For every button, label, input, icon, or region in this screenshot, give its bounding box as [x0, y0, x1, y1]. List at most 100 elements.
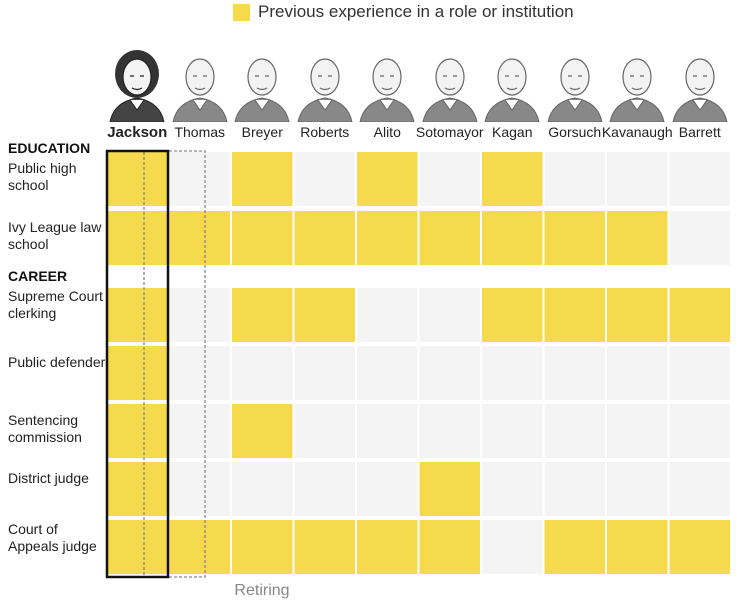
highlight-outline — [105, 149, 170, 579]
cell-ivy-league-law-school-barrett — [669, 211, 730, 265]
cell-sentencing-commission-kagan — [482, 404, 543, 458]
row-label-public-high-school: Public high school — [8, 160, 77, 193]
section-label-career: CAREER — [8, 268, 68, 284]
portrait-sotomayor — [419, 46, 481, 123]
row-label-district-judge: District judge — [8, 470, 89, 486]
cell-supreme-court-clerking-breyer — [232, 288, 293, 342]
cell-public-defender-kagan — [482, 346, 543, 400]
legend-label: Previous experience in a role or institu… — [258, 2, 574, 21]
row-label-sentencing-commission: Sentencing commission — [8, 412, 82, 445]
cell-supreme-court-clerking-thomas — [169, 288, 230, 342]
portrait-kagan — [481, 46, 543, 123]
cell-ivy-league-law-school-alito — [357, 211, 418, 265]
cell-public-defender-barrett — [669, 346, 730, 400]
justice-name-thomas: Thomas — [174, 124, 226, 140]
cell-public-high-school-roberts — [294, 152, 355, 206]
cell-ivy-league-law-school-breyer — [232, 211, 293, 265]
cell-district-judge-roberts — [294, 462, 355, 516]
row-label-supreme-court-clerking: Supreme Court clerking — [8, 288, 103, 321]
cell-court-of-appeals-judge-breyer — [232, 520, 293, 574]
row-label-ivy-league-law-school: Ivy League law school — [8, 219, 102, 252]
cell-ivy-league-law-school-roberts — [294, 211, 355, 265]
cell-district-judge-thomas — [169, 462, 230, 516]
cell-ivy-league-law-school-sotomayor — [419, 211, 480, 265]
cell-district-judge-sotomayor — [419, 462, 480, 516]
justice-name-kavanaugh: Kavanaugh — [601, 124, 673, 140]
cell-district-judge-barrett — [669, 462, 730, 516]
cell-public-defender-alito — [357, 346, 418, 400]
cell-public-defender-breyer — [232, 346, 293, 400]
portrait-barrett — [669, 46, 731, 123]
row-label-public-defender: Public defender — [8, 354, 106, 370]
cell-court-of-appeals-judge-thomas — [169, 520, 230, 574]
portrait-thomas — [169, 46, 231, 123]
cell-sentencing-commission-roberts — [294, 404, 355, 458]
row-label-court-of-appeals-judge: Court of Appeals judge — [8, 521, 97, 554]
legend-swatch — [233, 3, 250, 21]
cell-public-defender-sotomayor — [419, 346, 480, 400]
cell-public-defender-roberts — [294, 346, 355, 400]
cell-public-high-school-alito — [357, 152, 418, 206]
justice-name-alito: Alito — [373, 124, 401, 140]
cell-sentencing-commission-kavanaugh — [607, 404, 668, 458]
cell-supreme-court-clerking-gorsuch — [544, 288, 605, 342]
cell-public-defender-thomas — [169, 346, 230, 400]
cell-district-judge-breyer — [232, 462, 293, 516]
cell-public-high-school-thomas — [169, 152, 230, 206]
cell-supreme-court-clerking-jackson — [107, 288, 168, 342]
portrait-breyer — [231, 46, 293, 123]
cell-public-high-school-barrett — [669, 152, 730, 206]
cell-district-judge-alito — [357, 462, 418, 516]
cell-public-high-school-breyer — [232, 152, 293, 206]
cell-ivy-league-law-school-gorsuch — [544, 211, 605, 265]
cell-sentencing-commission-gorsuch — [544, 404, 605, 458]
justice-name-breyer: Breyer — [241, 124, 283, 140]
cell-court-of-appeals-judge-alito — [357, 520, 418, 574]
cell-sentencing-commission-jackson — [107, 404, 168, 458]
cell-district-judge-jackson — [107, 462, 168, 516]
retiring-label: Retiring — [234, 582, 290, 599]
cell-ivy-league-law-school-kagan — [482, 211, 543, 265]
portrait-jackson — [106, 46, 168, 123]
cell-public-defender-gorsuch — [544, 346, 605, 400]
cell-court-of-appeals-judge-barrett — [669, 520, 730, 574]
legend: Previous experience in a role or institu… — [233, 0, 574, 24]
cell-supreme-court-clerking-kavanaugh — [607, 288, 668, 342]
cell-supreme-court-clerking-alito — [357, 288, 418, 342]
justice-name-barrett: Barrett — [678, 124, 721, 140]
portrait-roberts — [294, 46, 356, 123]
cell-district-judge-kavanaugh — [607, 462, 668, 516]
cell-public-high-school-kavanaugh — [607, 152, 668, 206]
justice-name-jackson: Jackson — [107, 124, 168, 141]
portrait-gorsuch — [544, 46, 606, 123]
cell-public-high-school-kagan — [482, 152, 543, 206]
cell-court-of-appeals-judge-jackson — [107, 520, 168, 574]
cell-court-of-appeals-judge-roberts — [294, 520, 355, 574]
justice-name-sotomayor: Sotomayor — [415, 124, 484, 140]
cell-sentencing-commission-alito — [357, 404, 418, 458]
justice-name-kagan: Kagan — [492, 124, 533, 140]
cell-district-judge-gorsuch — [544, 462, 605, 516]
justice-name-roberts: Roberts — [300, 124, 350, 140]
cell-sentencing-commission-thomas — [169, 404, 230, 458]
cell-supreme-court-clerking-kagan — [482, 288, 543, 342]
cell-public-defender-kavanaugh — [607, 346, 668, 400]
cell-ivy-league-law-school-jackson — [107, 211, 168, 265]
cell-public-defender-jackson — [107, 346, 168, 400]
cell-ivy-league-law-school-thomas — [169, 211, 230, 265]
cell-public-high-school-sotomayor — [419, 152, 480, 206]
cell-court-of-appeals-judge-gorsuch — [544, 520, 605, 574]
cell-supreme-court-clerking-sotomayor — [419, 288, 480, 342]
cell-court-of-appeals-judge-sotomayor — [419, 520, 480, 574]
cell-court-of-appeals-judge-kavanaugh — [607, 520, 668, 574]
portrait-kavanaugh — [606, 46, 668, 123]
cell-public-high-school-jackson — [107, 152, 168, 206]
cell-sentencing-commission-breyer — [232, 404, 293, 458]
justice-name-gorsuch: Gorsuch — [548, 124, 602, 140]
cell-supreme-court-clerking-barrett — [669, 288, 730, 342]
cell-sentencing-commission-sotomayor — [419, 404, 480, 458]
cell-supreme-court-clerking-roberts — [294, 288, 355, 342]
cell-sentencing-commission-barrett — [669, 404, 730, 458]
section-label-education: EDUCATION — [8, 140, 91, 156]
